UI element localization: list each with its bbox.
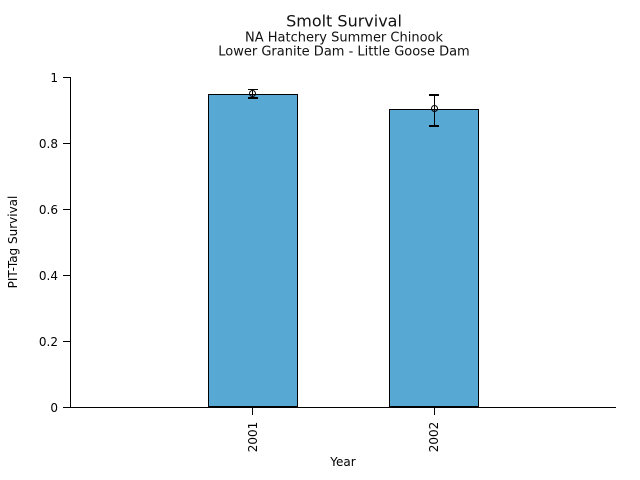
chart-title: Smolt Survival <box>286 11 402 31</box>
x-axis-label: Year <box>330 455 356 469</box>
x-tick-label: 2001 <box>245 421 260 453</box>
error-bar-cap-bottom <box>429 125 440 127</box>
x-axis-spine <box>69 406 616 409</box>
y-tick-label: 0.8 <box>38 136 58 151</box>
y-tick <box>62 142 70 145</box>
error-bar-cap-bottom <box>247 97 258 99</box>
y-tick-label: 0 <box>50 400 58 415</box>
x-tick <box>252 408 254 416</box>
bar-2001 <box>207 93 298 408</box>
error-bar-cap-top <box>247 88 258 91</box>
y-tick <box>62 208 70 211</box>
y-axis-spine <box>69 76 71 409</box>
x-tick-label: 2002 <box>427 421 442 453</box>
y-tick-label: 0.6 <box>38 202 58 217</box>
error-point-marker <box>249 90 257 98</box>
y-tick <box>62 406 70 409</box>
y-axis-label: PIT-Tag Survival <box>6 195 20 289</box>
y-tick <box>62 76 70 79</box>
x-tick <box>433 408 436 416</box>
y-tick-label: 1 <box>50 70 58 85</box>
bar-2002 <box>389 108 480 408</box>
y-tick-label: 0.4 <box>38 268 58 283</box>
error-point-marker <box>430 105 438 113</box>
chart-subtitle-reach: Lower Granite Dam - Little Goose Dam <box>218 44 470 60</box>
error-bar-cap-top <box>429 94 440 96</box>
y-tick-label: 0.2 <box>38 334 58 349</box>
y-tick <box>62 274 70 277</box>
y-tick <box>62 340 70 343</box>
chart-subtitle-stock: NA Hatchery Summer Chinook <box>244 30 444 46</box>
